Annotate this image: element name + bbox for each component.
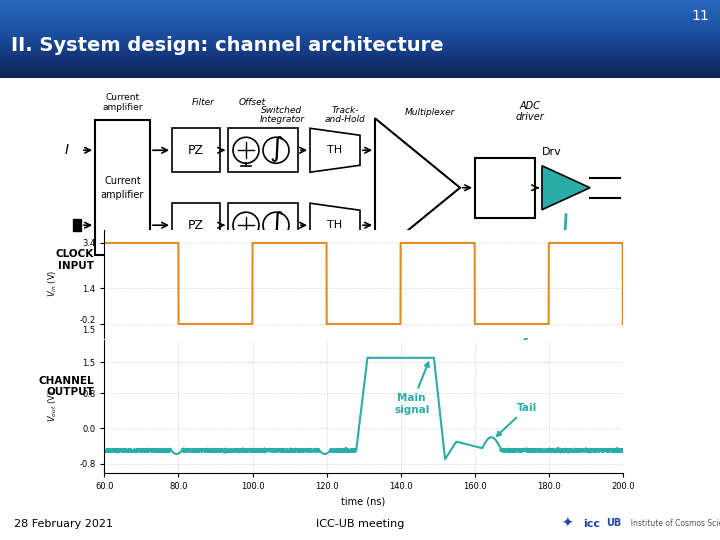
Text: Institute of Cosmos Sciences: Institute of Cosmos Sciences	[626, 519, 720, 528]
Text: $\int$: $\int$	[269, 209, 284, 239]
Text: amplifier: amplifier	[101, 190, 144, 200]
Text: 28 February 2021: 28 February 2021	[14, 519, 114, 529]
Text: PZ: PZ	[188, 144, 204, 157]
Circle shape	[263, 137, 289, 163]
Text: UB: UB	[606, 517, 621, 528]
Polygon shape	[310, 203, 360, 247]
Text: $V_{in}$ (V): $V_{in}$ (V)	[46, 270, 59, 297]
Circle shape	[233, 137, 259, 163]
Text: I: I	[65, 143, 69, 157]
Text: Multiplexer: Multiplexer	[405, 108, 455, 117]
Text: 11: 11	[691, 9, 709, 23]
Polygon shape	[375, 118, 460, 257]
Text: Tail: Tail	[497, 403, 536, 436]
Text: driver: driver	[516, 112, 544, 122]
Text: Main
signal: Main signal	[394, 362, 429, 415]
Text: Offset: Offset	[238, 98, 266, 107]
Text: ICC-UB meeting: ICC-UB meeting	[316, 519, 404, 529]
Bar	[228, 203, 298, 247]
Text: Current: Current	[104, 176, 141, 186]
Text: Switched: Switched	[261, 106, 302, 115]
Text: and-Hold: and-Hold	[325, 115, 365, 124]
Text: $\int$: $\int$	[269, 134, 284, 164]
Bar	[475, 158, 535, 218]
Bar	[95, 120, 150, 255]
Polygon shape	[310, 129, 360, 172]
Text: ✦: ✦	[562, 517, 573, 531]
Bar	[172, 203, 220, 247]
Bar	[73, 219, 81, 231]
Text: Drv: Drv	[542, 147, 562, 157]
Text: Track-: Track-	[331, 106, 359, 115]
Text: $V_{out}$ (V): $V_{out}$ (V)	[46, 390, 59, 422]
Text: PZ: PZ	[188, 219, 204, 232]
Circle shape	[233, 212, 259, 238]
Text: CLOCK
INPUT: CLOCK INPUT	[55, 249, 94, 271]
Text: CHANNEL
OUTPUT: CHANNEL OUTPUT	[38, 376, 94, 397]
X-axis label: time (ns): time (ns)	[341, 496, 386, 506]
Bar	[172, 129, 220, 172]
Text: icc: icc	[583, 519, 600, 529]
Text: II. System design: channel architecture: II. System design: channel architecture	[11, 36, 444, 55]
Circle shape	[263, 212, 289, 238]
Text: Filter: Filter	[192, 98, 215, 107]
Text: TH: TH	[328, 145, 343, 156]
Polygon shape	[542, 166, 590, 210]
Text: Integrator: Integrator	[259, 115, 305, 124]
Text: ADC: ADC	[520, 102, 541, 111]
Text: TH: TH	[328, 220, 343, 230]
Bar	[228, 129, 298, 172]
Text: Current
amplifier: Current amplifier	[102, 92, 143, 112]
